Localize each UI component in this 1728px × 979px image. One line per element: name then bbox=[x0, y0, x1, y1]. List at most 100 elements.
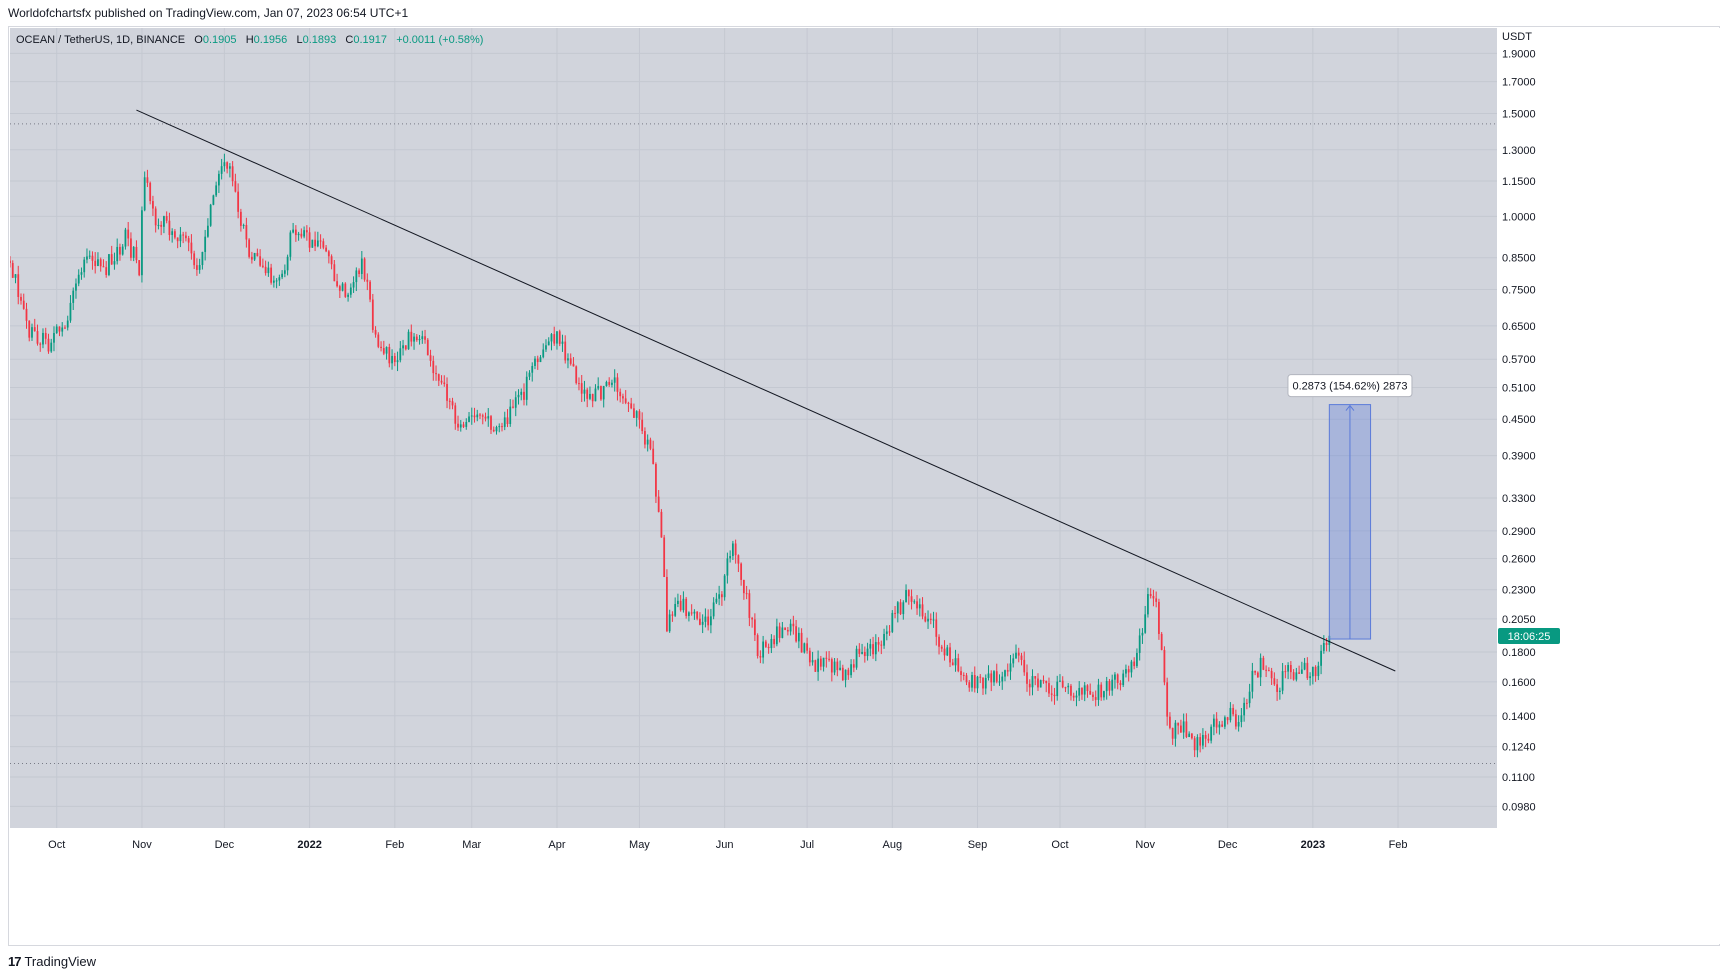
candle bbox=[869, 638, 872, 657]
y-tick-label: 0.1240 bbox=[1502, 742, 1536, 754]
candle-body bbox=[1229, 707, 1232, 721]
candle bbox=[572, 357, 575, 367]
candle bbox=[1262, 655, 1265, 671]
candle bbox=[47, 333, 50, 354]
candle bbox=[913, 599, 916, 605]
candle bbox=[66, 315, 69, 331]
candle bbox=[311, 239, 314, 248]
candle-body bbox=[616, 377, 619, 392]
candle bbox=[707, 609, 710, 631]
candle bbox=[143, 171, 146, 212]
candle bbox=[1133, 657, 1136, 670]
candle bbox=[1292, 669, 1295, 681]
candle-body bbox=[993, 671, 995, 683]
candle bbox=[1171, 727, 1174, 745]
candle bbox=[671, 611, 674, 622]
candle-body bbox=[495, 427, 498, 432]
candle bbox=[479, 413, 481, 420]
candle-body bbox=[547, 341, 550, 346]
candle bbox=[520, 388, 523, 401]
candle-body bbox=[347, 294, 349, 297]
y-tick-label: 0.5700 bbox=[1502, 354, 1536, 366]
candle-body bbox=[154, 208, 157, 226]
candle bbox=[605, 380, 608, 387]
candle-body bbox=[25, 308, 28, 321]
candle bbox=[987, 665, 990, 681]
candle bbox=[710, 608, 712, 634]
candle bbox=[814, 659, 817, 672]
candle-body bbox=[55, 326, 58, 334]
candle bbox=[97, 252, 99, 267]
candle-body bbox=[916, 601, 918, 609]
candle-body bbox=[971, 674, 973, 688]
candle bbox=[201, 251, 204, 270]
candle-body bbox=[1152, 595, 1155, 599]
candle-body bbox=[385, 347, 388, 354]
candle-body bbox=[720, 594, 723, 598]
price-chart[interactable]: USDT 1.9000 1.7000 1.5000 1.3000 1.1500 1.0000… bbox=[10, 28, 1720, 944]
candle-body bbox=[1226, 717, 1229, 721]
candle bbox=[44, 327, 47, 345]
candle bbox=[542, 343, 545, 359]
candle bbox=[99, 257, 102, 272]
candle-body bbox=[333, 264, 336, 282]
candle bbox=[506, 409, 509, 428]
candle bbox=[775, 618, 778, 647]
candle-body bbox=[297, 233, 300, 236]
candle-body bbox=[64, 327, 66, 329]
candle-body bbox=[965, 675, 968, 683]
candle bbox=[759, 650, 762, 664]
candle-body bbox=[149, 182, 152, 202]
candle bbox=[468, 412, 470, 423]
candle bbox=[360, 251, 363, 280]
candle-body bbox=[80, 272, 83, 275]
candle-body bbox=[619, 391, 622, 397]
candle bbox=[729, 550, 732, 563]
candle-body bbox=[308, 232, 311, 248]
candle bbox=[432, 355, 435, 381]
x-tick-label: Aug bbox=[883, 839, 903, 851]
candle-body bbox=[751, 617, 754, 620]
candle bbox=[1034, 675, 1037, 686]
y-tick-label: 0.8500 bbox=[1502, 253, 1536, 265]
candle bbox=[204, 229, 207, 261]
candle-body bbox=[1174, 722, 1177, 739]
candle bbox=[1092, 691, 1094, 701]
candle-body bbox=[481, 415, 484, 417]
candle bbox=[138, 259, 141, 277]
candle bbox=[1042, 675, 1045, 684]
candle-body bbox=[1322, 643, 1325, 651]
candle-body bbox=[1309, 676, 1311, 679]
candle bbox=[503, 411, 506, 431]
candle-body bbox=[685, 598, 688, 616]
candle bbox=[866, 642, 869, 661]
candle-body bbox=[1169, 716, 1171, 728]
candle-body bbox=[1202, 735, 1204, 746]
candle-body bbox=[415, 336, 418, 341]
candle bbox=[174, 229, 176, 240]
candle bbox=[803, 642, 806, 654]
candle bbox=[20, 293, 22, 305]
candle-body bbox=[418, 339, 421, 341]
candle bbox=[130, 232, 132, 261]
candle bbox=[1251, 662, 1254, 699]
candle-body bbox=[1163, 649, 1166, 683]
footer-branding[interactable]: 17 TradingView bbox=[8, 954, 96, 969]
candle bbox=[657, 490, 660, 513]
candle bbox=[534, 356, 536, 370]
candle-body bbox=[163, 216, 165, 227]
candle bbox=[1182, 713, 1185, 739]
candle bbox=[863, 646, 866, 663]
candle-body bbox=[1125, 669, 1127, 674]
candle bbox=[347, 292, 349, 302]
candle bbox=[1245, 698, 1248, 710]
candle-body bbox=[1015, 652, 1017, 659]
candle-body bbox=[841, 667, 844, 681]
candle bbox=[806, 637, 808, 654]
candle bbox=[910, 589, 913, 610]
candle bbox=[327, 249, 330, 264]
candle bbox=[1127, 665, 1130, 682]
candle-body bbox=[374, 329, 377, 335]
candle-body bbox=[781, 627, 784, 638]
candle-body bbox=[443, 382, 446, 385]
